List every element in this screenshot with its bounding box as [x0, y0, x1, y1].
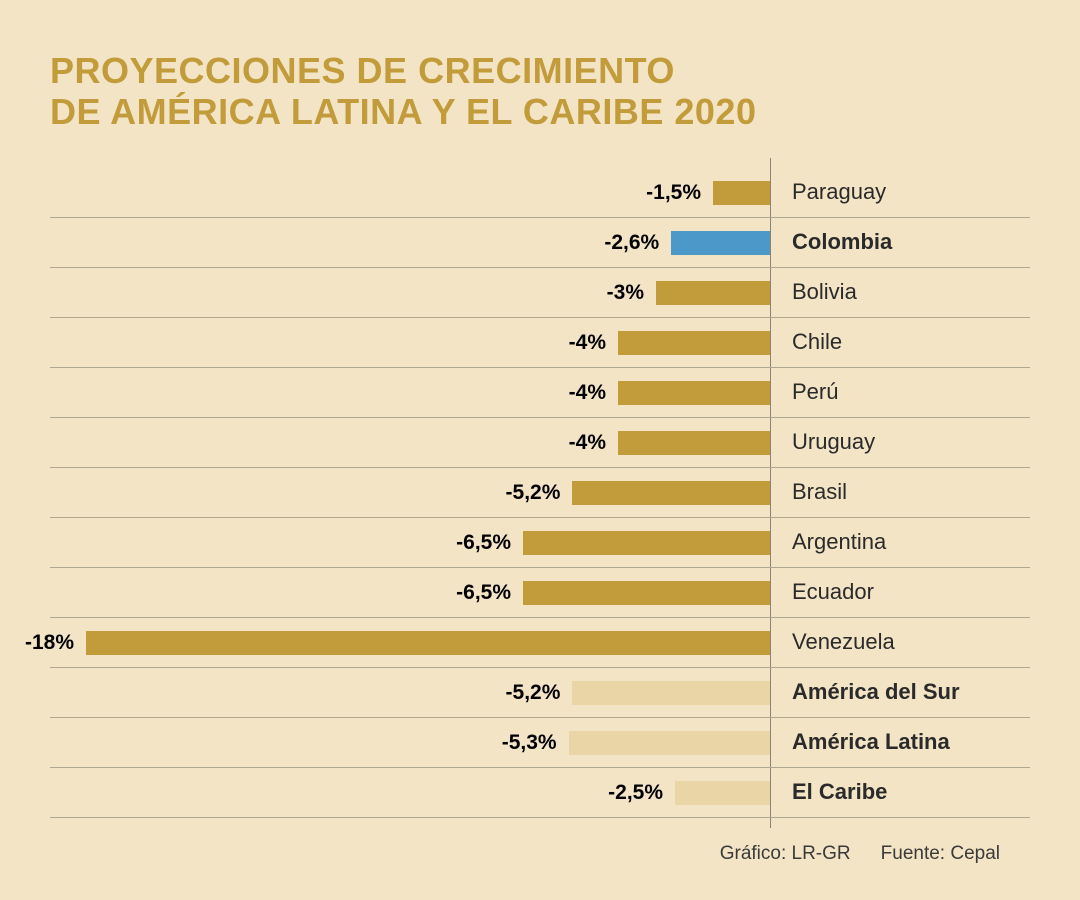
value-label: -6,5%: [456, 581, 511, 605]
bar-area: -1,5%: [50, 168, 770, 217]
title-line-2: DE AMÉRICA LATINA Y EL CARIBE 2020: [50, 91, 1030, 132]
value-label: -4%: [569, 331, 606, 355]
chart-row: -4% Uruguay: [50, 418, 1030, 468]
bar: [86, 631, 770, 655]
value-label: -2,5%: [608, 781, 663, 805]
country-label: Brasil: [770, 481, 847, 503]
bar: [713, 181, 770, 205]
bar: [572, 481, 770, 505]
bar: [618, 331, 770, 355]
value-label: -3%: [607, 281, 644, 305]
chart-container: PROYECCIONES DE CRECIMIENTO DE AMÉRICA L…: [0, 0, 1080, 900]
country-label: Uruguay: [770, 431, 875, 453]
bar-area: -6,5%: [50, 518, 770, 567]
chart-row: -2,6% Colombia: [50, 218, 1030, 268]
country-label: Chile: [770, 331, 842, 353]
title-line-1: PROYECCIONES DE CRECIMIENTO: [50, 50, 1030, 91]
bar-area: -5,3%: [50, 718, 770, 767]
country-label: El Caribe: [770, 781, 887, 803]
country-label: América del Sur: [770, 681, 960, 703]
chart-row: -2,5% El Caribe: [50, 768, 1030, 818]
value-label: -4%: [569, 431, 606, 455]
chart-row: -5,2% América del Sur: [50, 668, 1030, 718]
bar-area: -18%: [50, 618, 770, 667]
country-label: Paraguay: [770, 181, 886, 203]
bar-area: -4%: [50, 418, 770, 467]
bar-area: -2,5%: [50, 768, 770, 817]
grafico-credit: Gráfico: LR-GR: [720, 843, 851, 865]
bar-area: -6,5%: [50, 568, 770, 617]
bar-area: -3%: [50, 268, 770, 317]
chart-row: -4% Chile: [50, 318, 1030, 368]
chart-row: -5,3% América Latina: [50, 718, 1030, 768]
chart-row: -3% Bolivia: [50, 268, 1030, 318]
value-label: -5,3%: [502, 731, 557, 755]
country-label: Venezuela: [770, 631, 895, 653]
bar: [569, 731, 770, 755]
bar: [523, 581, 770, 605]
bar-area: -2,6%: [50, 218, 770, 267]
value-label: -2,6%: [604, 231, 659, 255]
value-label: -6,5%: [456, 531, 511, 555]
bar: [671, 231, 770, 255]
chart-row: -4% Perú: [50, 368, 1030, 418]
country-label: Argentina: [770, 531, 886, 553]
chart-row: -18%Venezuela: [50, 618, 1030, 668]
country-label: Colombia: [770, 231, 892, 253]
chart-row: -5,2% Brasil: [50, 468, 1030, 518]
bar: [572, 681, 770, 705]
value-label: -18%: [25, 631, 74, 655]
chart-footer: Gráfico: LR-GR Fuente: Cepal: [50, 843, 1030, 865]
chart-row: -6,5% Argentina: [50, 518, 1030, 568]
bar: [523, 531, 770, 555]
country-label: América Latina: [770, 731, 950, 753]
country-label: Ecuador: [770, 581, 874, 603]
value-label: -5,2%: [506, 681, 561, 705]
bar-area: -4%: [50, 368, 770, 417]
value-label: -1,5%: [646, 181, 701, 205]
chart-title: PROYECCIONES DE CRECIMIENTO DE AMÉRICA L…: [50, 50, 1030, 133]
value-label: -4%: [569, 381, 606, 405]
bar: [618, 381, 770, 405]
bar-area: -4%: [50, 318, 770, 367]
chart-row: -6,5% Ecuador: [50, 568, 1030, 618]
bar: [675, 781, 770, 805]
bar: [618, 431, 770, 455]
country-label: Bolivia: [770, 281, 857, 303]
bar-area: -5,2%: [50, 668, 770, 717]
value-label: -5,2%: [506, 481, 561, 505]
country-label: Perú: [770, 381, 838, 403]
fuente-credit: Fuente: Cepal: [881, 843, 1000, 865]
bar: [656, 281, 770, 305]
bar-chart: -1,5% Paraguay -2,6% Colombia -3% Bolivia -4% C…: [50, 168, 1030, 818]
bar-area: -5,2%: [50, 468, 770, 517]
chart-row: -1,5% Paraguay: [50, 168, 1030, 218]
